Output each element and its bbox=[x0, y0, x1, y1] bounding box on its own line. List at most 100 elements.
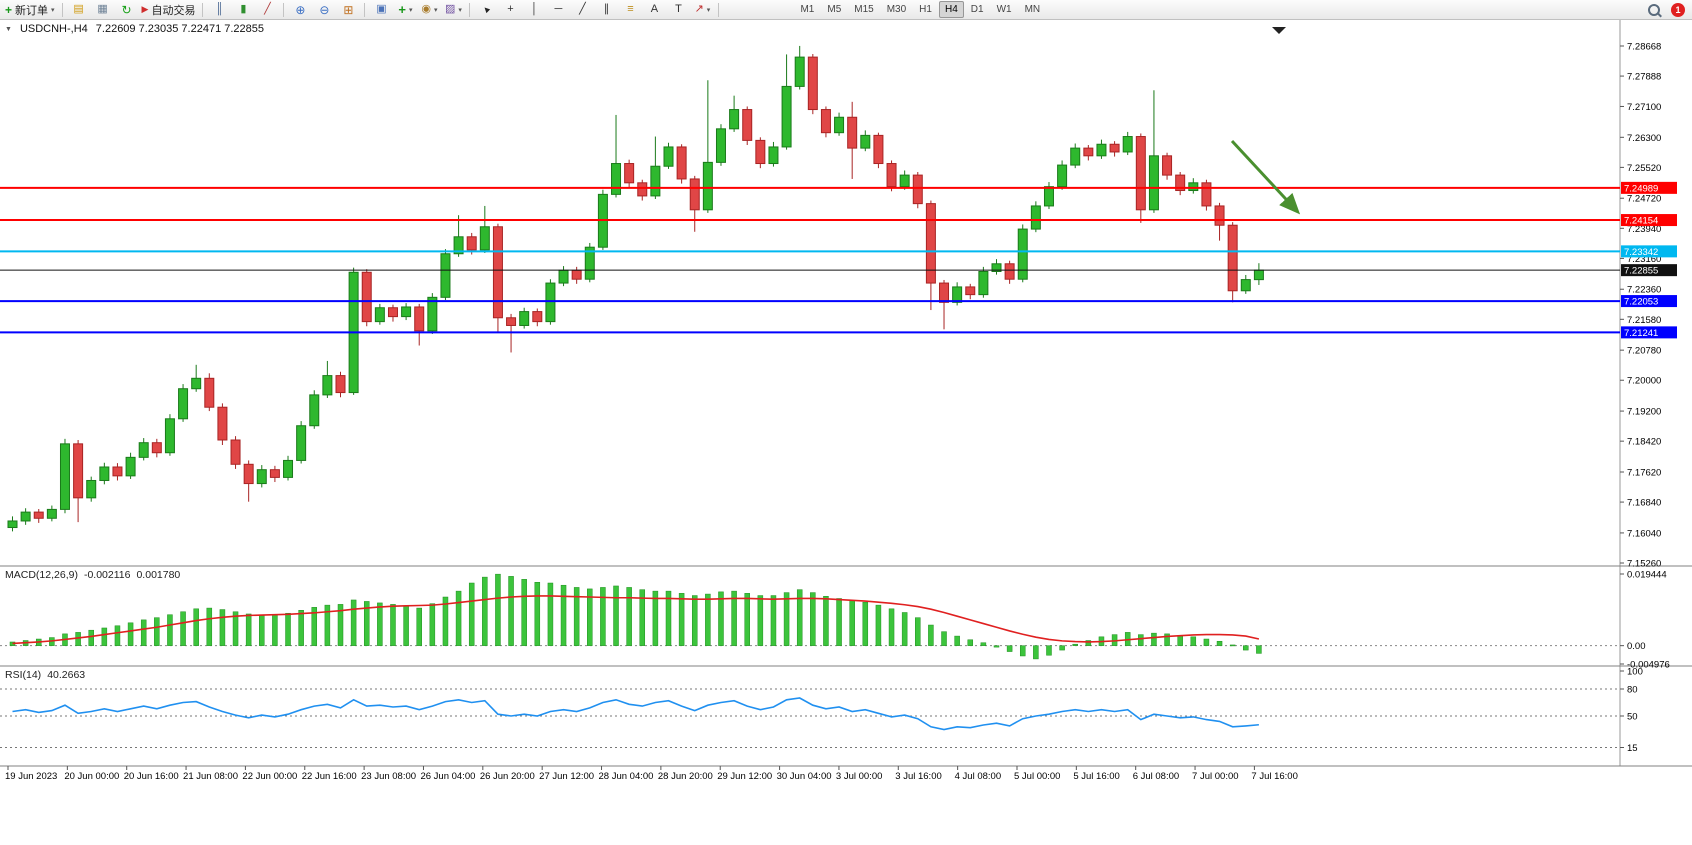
svg-text:3 Jul 16:00: 3 Jul 16:00 bbox=[895, 771, 941, 782]
timeframe-d1[interactable]: D1 bbox=[970, 4, 984, 15]
candle-up bbox=[86, 479, 97, 499]
macd-bar bbox=[88, 629, 94, 646]
candle-down bbox=[230, 439, 241, 465]
tile-windows-button[interactable]: ⊞ bbox=[337, 1, 359, 18]
svg-text:26 Jun 04:00: 26 Jun 04:00 bbox=[420, 771, 475, 782]
indicators-button[interactable]: + ▾ bbox=[394, 1, 416, 18]
macd-bar bbox=[849, 600, 855, 646]
svg-text:7.23940: 7.23940 bbox=[1627, 224, 1661, 235]
macd-bar bbox=[101, 627, 108, 646]
macd-main-value: -0.002116 bbox=[83, 569, 131, 581]
timeframe-h1[interactable]: H1 bbox=[919, 4, 932, 15]
candle-up bbox=[427, 296, 438, 332]
macd-bar bbox=[1046, 645, 1052, 656]
zoom-in-button[interactable]: ⊕ bbox=[289, 1, 311, 18]
scroll-to-end-marker[interactable] bbox=[1272, 27, 1286, 34]
trend-arrow[interactable] bbox=[1230, 139, 1301, 215]
macd-bar bbox=[1151, 632, 1157, 646]
refresh-icon: ↻ bbox=[121, 2, 132, 17]
candle-up bbox=[1096, 143, 1107, 157]
notification-badge[interactable]: 1 bbox=[1671, 2, 1685, 17]
macd-bar bbox=[1059, 645, 1065, 651]
line-chart-button[interactable]: ╱ bbox=[256, 1, 278, 18]
templates-icon: ▨ bbox=[444, 3, 456, 15]
candle-down bbox=[1214, 205, 1225, 226]
timeframe-h4[interactable]: H4 bbox=[938, 1, 964, 18]
svg-text:15: 15 bbox=[1627, 743, 1638, 754]
templates-button[interactable]: ▨ ▾ bbox=[442, 1, 464, 18]
macd-bar bbox=[1006, 645, 1013, 652]
timeframe-m1[interactable]: M1 bbox=[800, 4, 815, 15]
svg-text:4 Jul 08:00: 4 Jul 08:00 bbox=[955, 771, 1001, 782]
chart-canvas[interactable]: 7.28668 7.27888 7.27100 7.26300 7.25520 7.247… bbox=[0, 20, 1692, 782]
text-label-button[interactable]: T bbox=[667, 1, 689, 18]
channel-button[interactable]: ∥ bbox=[595, 1, 617, 18]
candle-down bbox=[1083, 147, 1094, 157]
candle-up bbox=[611, 163, 622, 195]
candlestick-button[interactable]: ▮ bbox=[232, 1, 254, 18]
candle-down bbox=[269, 469, 280, 478]
macd-bar bbox=[390, 604, 396, 646]
data-window-button[interactable]: ▦ bbox=[92, 1, 114, 18]
candlestick-icon: ▮ bbox=[240, 3, 247, 15]
candle-up bbox=[138, 442, 149, 458]
arrows-button[interactable]: ↗ ▾ bbox=[691, 1, 713, 18]
macd-bar bbox=[508, 576, 514, 646]
svg-text:22 Jun 16:00: 22 Jun 16:00 bbox=[302, 771, 357, 782]
macd-bar bbox=[770, 595, 777, 646]
refresh-button[interactable]: ↻ bbox=[116, 1, 138, 18]
candle-up bbox=[191, 377, 202, 390]
candle-up bbox=[322, 375, 333, 396]
periods-button[interactable]: ◉ ▾ bbox=[418, 1, 440, 18]
autotrade-button[interactable]: ▶ 自动交易 bbox=[140, 1, 198, 18]
macd-bar bbox=[783, 592, 790, 646]
macd-bar bbox=[377, 602, 383, 646]
chart-area: 7.28668 7.27888 7.27100 7.26300 7.25520 7.247… bbox=[0, 20, 1692, 782]
time-axis[interactable]: 19 Jun 2023 20 Jun 00:00 20 Jun 16:00 21 Ju… bbox=[5, 766, 1298, 782]
macd-bar bbox=[600, 587, 606, 646]
candle-up bbox=[1148, 155, 1159, 211]
timeframe-w1[interactable]: W1 bbox=[996, 4, 1012, 15]
macd-bar bbox=[272, 614, 278, 646]
vertical-line-button[interactable]: │ bbox=[523, 1, 545, 18]
text-button[interactable]: A bbox=[643, 1, 665, 18]
crosshair-button[interactable]: + bbox=[499, 1, 521, 18]
cursor-icon: ▲ bbox=[479, 2, 493, 16]
svg-text:6 Jul 08:00: 6 Jul 08:00 bbox=[1133, 771, 1179, 782]
horizontal-line-button[interactable]: ─ bbox=[547, 1, 569, 18]
trendline-button[interactable]: ╱ bbox=[571, 1, 593, 18]
candle-down bbox=[807, 56, 818, 111]
zoom-out-button[interactable]: ⊖ bbox=[313, 1, 335, 18]
candle-up bbox=[1122, 136, 1133, 153]
fibonacci-button[interactable]: ≡ bbox=[619, 1, 641, 18]
data-window-icon: ▦ bbox=[97, 3, 108, 15]
macd-bar bbox=[363, 601, 370, 646]
cursor-button[interactable]: ▲ bbox=[475, 1, 497, 18]
search-button[interactable] bbox=[1643, 1, 1665, 18]
charts-button[interactable]: ▤ bbox=[68, 1, 90, 18]
timeframe-m30[interactable]: M30 bbox=[886, 4, 907, 15]
rsi-line bbox=[12, 697, 1259, 731]
macd-bar bbox=[127, 622, 134, 646]
macd-bar bbox=[495, 573, 501, 646]
macd-bar bbox=[993, 645, 1000, 648]
macd-bar bbox=[180, 611, 186, 646]
svg-text:5 Jul 16:00: 5 Jul 16:00 bbox=[1073, 771, 1119, 782]
new-order-button[interactable]: + 新订单 ▾ bbox=[3, 1, 57, 18]
timeframe-m15[interactable]: M15 bbox=[854, 4, 874, 15]
timeframe-group: M1 M5 M15 M30 H1 H4 D1 W1 MN bbox=[794, 1, 1046, 18]
timeframe-m5[interactable]: M5 bbox=[827, 4, 842, 15]
collapse-icon[interactable]: ▼ bbox=[5, 25, 12, 33]
candle-up bbox=[440, 253, 451, 298]
svg-text:7.25520: 7.25520 bbox=[1627, 163, 1661, 174]
svg-text:0.00: 0.00 bbox=[1627, 641, 1646, 652]
candle-up bbox=[1057, 164, 1068, 188]
bar-chart-icon: ║ bbox=[215, 3, 224, 15]
macd-bar bbox=[626, 587, 632, 646]
timeframe-mn[interactable]: MN bbox=[1024, 4, 1041, 15]
macd-bar bbox=[298, 610, 304, 646]
cascade-windows-button[interactable]: ▣ bbox=[370, 1, 392, 18]
macd-bar bbox=[1177, 635, 1183, 646]
svg-text:7.28668: 7.28668 bbox=[1627, 42, 1661, 53]
bar-chart-button[interactable]: ║ bbox=[208, 1, 230, 18]
